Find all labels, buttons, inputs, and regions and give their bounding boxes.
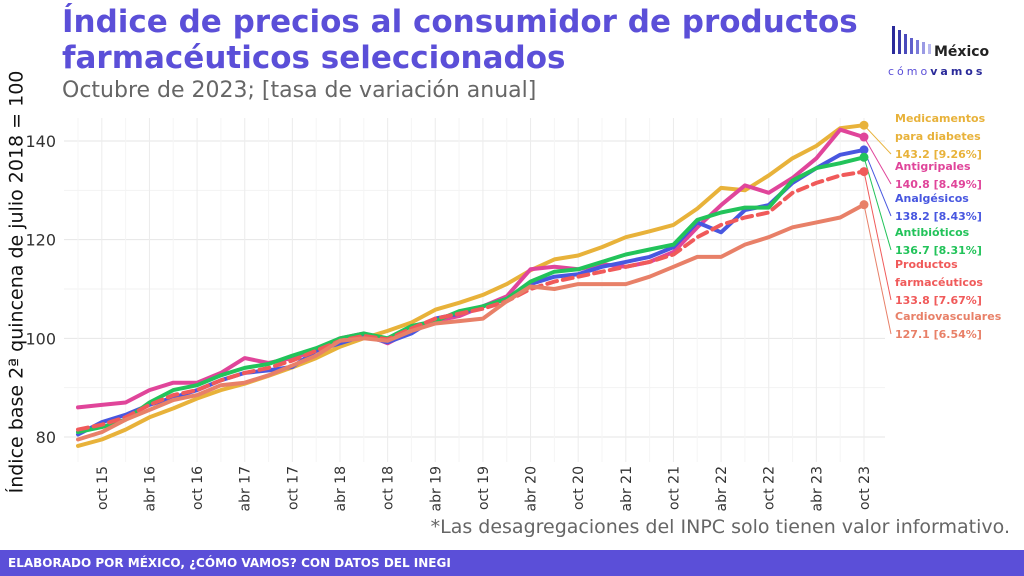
series-name-label: Analgésicos bbox=[895, 192, 969, 205]
series-value-label: 127.1 [6.54%] bbox=[895, 328, 982, 341]
footer-bar: ELABORADO POR MÉXICO, ¿CÓMO VAMOS? CON D… bbox=[0, 550, 1024, 576]
series-line bbox=[76, 169, 866, 432]
bars-logo-icon bbox=[892, 26, 931, 54]
series-name-label: Productos bbox=[895, 258, 958, 271]
end-point-marker bbox=[859, 145, 869, 155]
label-leader-line bbox=[863, 157, 892, 251]
x-tick-label: oct 19 bbox=[476, 466, 492, 510]
x-tick-label: abr 18 bbox=[333, 466, 349, 512]
logo-text-mexico: México bbox=[934, 44, 990, 60]
series-name-label: para diabetes bbox=[895, 130, 981, 143]
grid bbox=[64, 118, 885, 462]
label-leader-line bbox=[863, 204, 892, 335]
x-tick-label: abr 16 bbox=[142, 466, 158, 512]
series-line bbox=[76, 202, 866, 442]
x-tick-label: abr 17 bbox=[238, 466, 254, 512]
chart-subtitle: Octubre de 2023; [tasa de variación anua… bbox=[62, 78, 537, 103]
series-line bbox=[76, 127, 866, 410]
y-tick-label: 80 bbox=[36, 428, 56, 447]
label-leader-line bbox=[863, 149, 892, 217]
chart-title: Índice de precios al consumidor de produ… bbox=[62, 4, 858, 76]
x-tick-label: oct 16 bbox=[190, 466, 206, 510]
x-tick-label: oct 17 bbox=[285, 466, 301, 510]
x-tick-label: oct 15 bbox=[95, 466, 111, 510]
x-tick-label: abr 21 bbox=[619, 466, 635, 512]
x-tick-label: oct 20 bbox=[571, 466, 587, 510]
series-name-label: farmacéuticos bbox=[895, 276, 983, 289]
series-value-label: 143.2 [9.26%] bbox=[895, 148, 982, 161]
footer-text: ELABORADO POR MÉXICO, ¿CÓMO VAMOS? CON D… bbox=[8, 556, 451, 570]
y-tick-label: 100 bbox=[25, 329, 56, 348]
x-tick-label: oct 23 bbox=[857, 466, 873, 510]
series-value-label: 140.8 [8.49%] bbox=[895, 178, 982, 191]
series-line bbox=[76, 123, 866, 448]
x-tick-label: oct 18 bbox=[381, 466, 397, 510]
label-leader-line bbox=[863, 124, 892, 155]
x-tick-label: oct 22 bbox=[762, 466, 778, 510]
x-tick-label: abr 20 bbox=[524, 466, 540, 512]
end-point-marker bbox=[859, 152, 869, 162]
series-line bbox=[76, 155, 866, 435]
series-line bbox=[76, 147, 866, 437]
series-value-label: 136.7 [8.31%] bbox=[895, 244, 982, 257]
footnote: *Las desagregaciones del INPC solo tiene… bbox=[430, 516, 1010, 538]
series-value-label: 138.2 [8.43%] bbox=[895, 210, 982, 223]
end-point-marker bbox=[859, 200, 869, 210]
logo-text-como-vamos: cómovamos bbox=[888, 65, 986, 78]
label-leader-line bbox=[863, 136, 892, 185]
y-tick-label: 140 bbox=[25, 132, 56, 151]
series-name-label: Cardiovasculares bbox=[895, 310, 1002, 323]
series-name-label: Antigripales bbox=[895, 160, 971, 173]
end-point-marker bbox=[859, 132, 869, 142]
series-name-label: Medicamentos bbox=[895, 112, 986, 125]
end-point-marker bbox=[859, 167, 869, 177]
series-lines bbox=[76, 123, 866, 448]
end-point-marker bbox=[859, 120, 869, 130]
series-value-label: 133.8 [7.67%] bbox=[895, 294, 982, 307]
mexico-como-vamos-logo: México cómovamos bbox=[888, 24, 1008, 84]
x-tick-label: abr 19 bbox=[428, 466, 444, 512]
label-leader-line bbox=[863, 171, 892, 301]
x-tick-label: abr 22 bbox=[714, 466, 730, 512]
series-name-label: Antibióticos bbox=[895, 226, 970, 239]
y-tick-label: 120 bbox=[25, 231, 56, 250]
x-tick-label: abr 23 bbox=[809, 466, 825, 512]
x-tick-label: oct 21 bbox=[666, 466, 682, 510]
